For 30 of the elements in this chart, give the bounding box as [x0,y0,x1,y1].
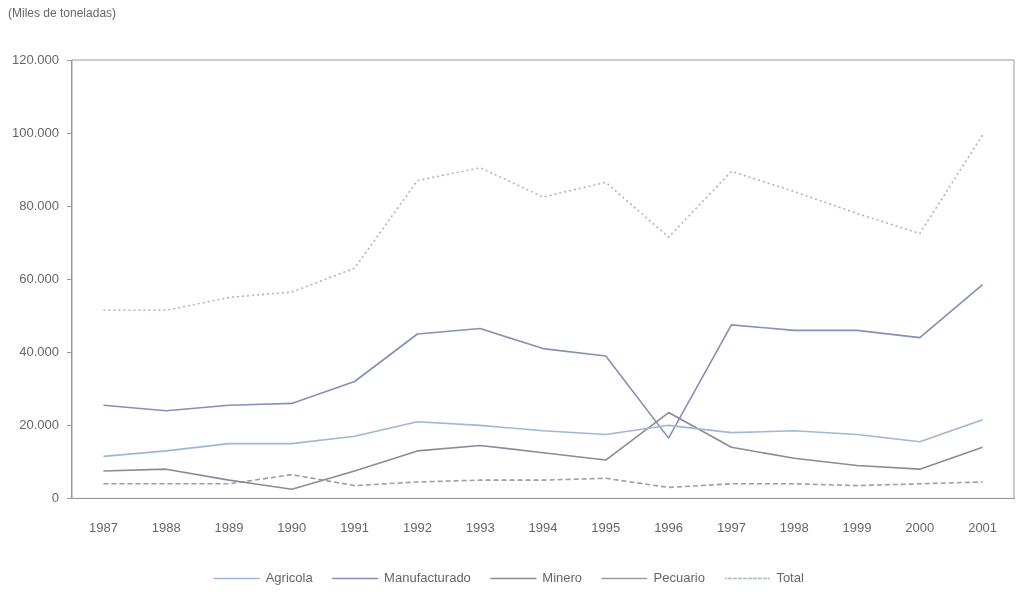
y-tick-label: 60.000 [19,270,59,286]
y-tick-label: 40.000 [19,343,59,359]
legend-label: Total [776,570,804,586]
x-tick-label: 1996 [654,519,684,535]
line-series [102,134,984,312]
y-tick-label: 80.000 [19,197,59,213]
y-tick-label: 120.000 [11,51,59,67]
legend-label: Agricola [265,570,314,586]
y-tick-label: 0 [51,489,59,505]
x-tick-label: 1991 [340,519,370,535]
x-tick-label: 2001 [968,519,998,535]
y-tick-label: 20.000 [19,416,59,432]
y-axis-title: (Miles de toneladas) [8,6,117,20]
x-tick-label: 1987 [88,519,118,535]
x-tick-label: 1994 [528,519,558,535]
x-tick-label: 1989 [214,519,244,535]
x-tick-label: 2000 [905,519,935,535]
line-series [102,473,984,489]
legend-label: Pecuario [653,570,705,586]
x-tick-label: 1988 [151,519,181,535]
x-tick-label: 1997 [716,519,746,535]
x-tick-label: 1995 [591,519,621,535]
legend-label: Minero [542,570,583,586]
y-tick-label: 100.000 [11,124,59,140]
x-tick-label: 1998 [779,519,809,535]
x-tick-label: 1993 [465,519,495,535]
x-tick-label: 1992 [402,519,432,535]
legend-label: Manufacturado [384,570,471,586]
x-tick-label: 1999 [842,519,872,535]
x-tick-label: 1990 [277,519,307,535]
